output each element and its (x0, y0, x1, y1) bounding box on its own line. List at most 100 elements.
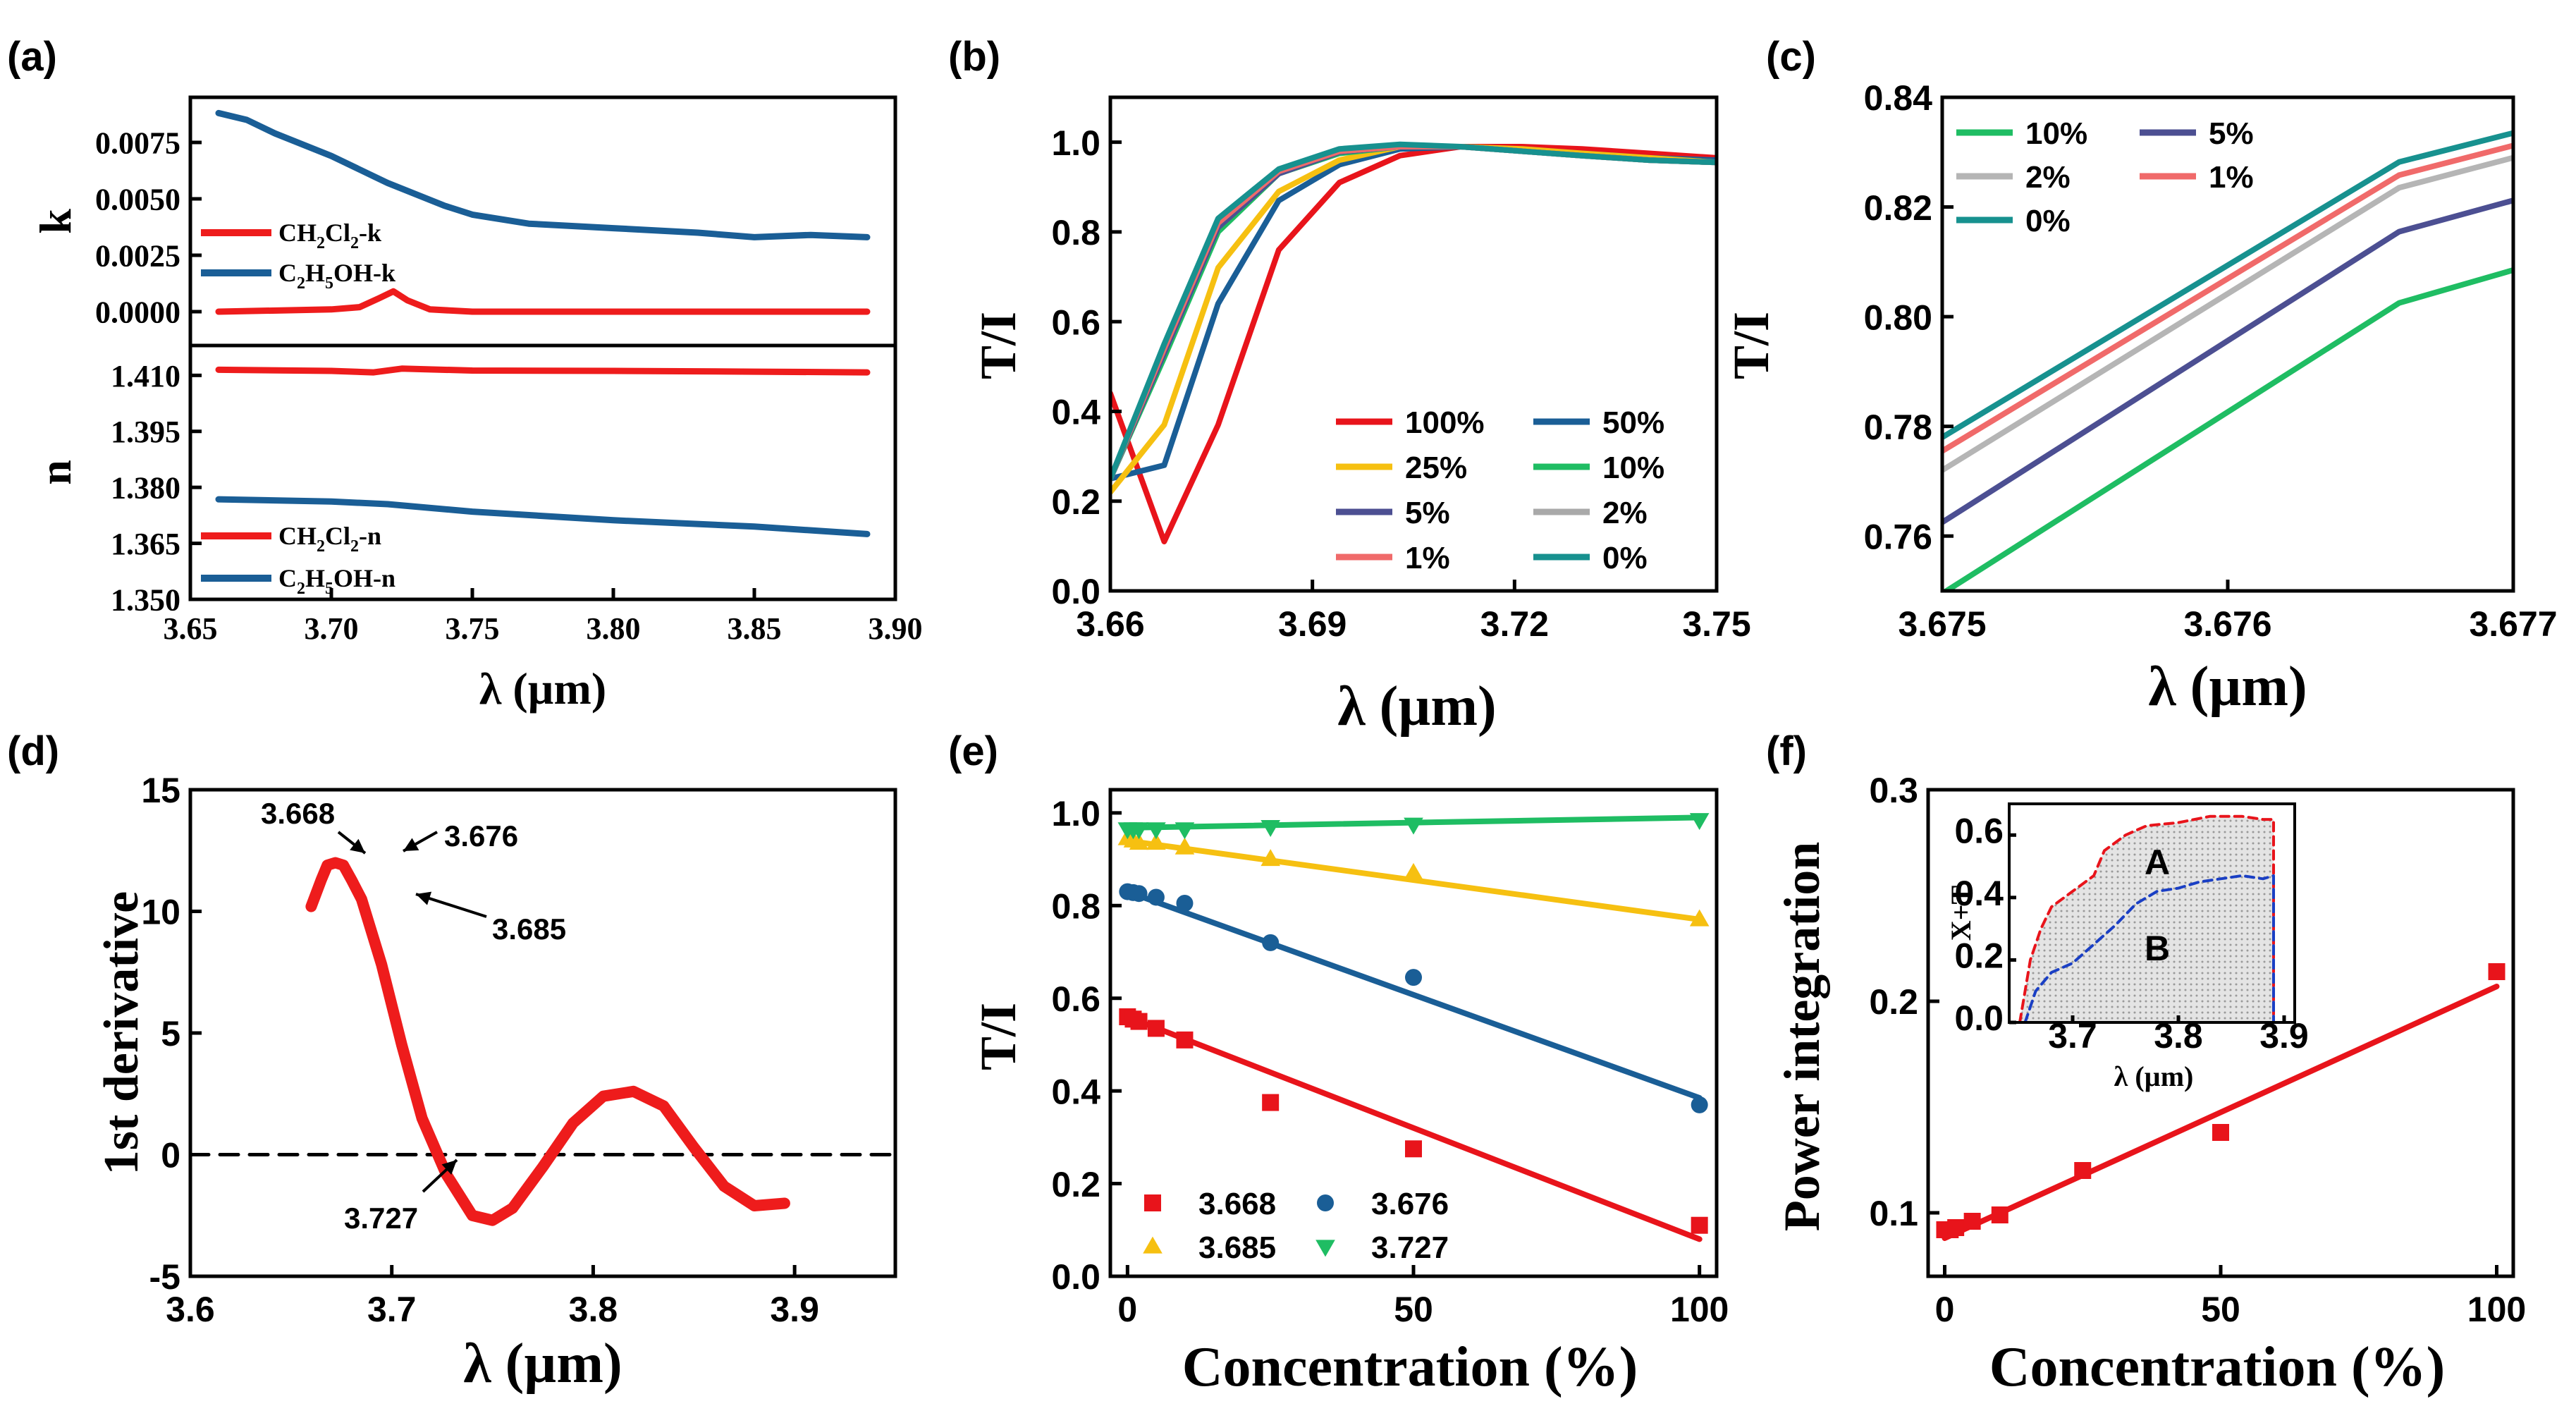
c-series-0pct (1942, 130, 2513, 441)
a-bottom-series-C2H5OH-n (215, 496, 871, 537)
e-ytick-label: 1.0 (1051, 794, 1100, 833)
legend-text-part: 2 (297, 274, 305, 293)
legend-text-part: 2 (350, 537, 359, 556)
a-top-legend-label: CH2Cl2-k (278, 219, 381, 252)
e-legend-label: 3.676 (1371, 1187, 1449, 1221)
d-annotation-3668: 3.668 (261, 797, 335, 830)
e-point-3.668 (1130, 1013, 1148, 1030)
c-ytick-label: 0.78 (1864, 408, 1932, 447)
d-series-derivative (305, 857, 790, 1226)
inset-xtick-label: 3.7 (2048, 1016, 2097, 1056)
b-xlabel: λ (µm) (1337, 676, 1496, 738)
f-point (1991, 1206, 2008, 1223)
f-point (1963, 1213, 1981, 1230)
a-bottom-ytick-label: 1.365 (111, 527, 180, 561)
e-point-3.676 (1262, 934, 1280, 951)
e-legend-marker (1144, 1194, 1161, 1211)
panel-e: 0 50 100 0.0 0.2 0.4 0.6 0.8 1.0 T/I Concentration… (970, 788, 1729, 1398)
legend-text-part: H (305, 564, 325, 592)
panel-b: 3.66 3.69 3.72 3.75 0.0 0.2 0.4 0.6 0.8 1.0 T/I λ (… (970, 95, 1751, 738)
d-annotation-arrowhead (416, 891, 432, 905)
inset-ytick-label: 0.4 (1954, 874, 2004, 913)
a-top-ylabel: k (30, 209, 80, 234)
b-ytick-label: 0.0 (1051, 572, 1100, 611)
e-xtick-label: 50 (1394, 1290, 1433, 1329)
panel-f-label: (f) (1766, 728, 1807, 774)
c-ytick-label: 0.76 (1864, 517, 1932, 556)
d-annotation-3727: 3.727 (344, 1202, 418, 1235)
b-xtick-label: 3.69 (1278, 604, 1347, 644)
panel-e-label: (e) (948, 728, 998, 774)
f-point (2212, 1124, 2229, 1141)
c-ylabel: T/I (1723, 312, 1779, 379)
f-point (2074, 1162, 2092, 1179)
panel-a-label: (a) (7, 34, 57, 80)
legend-text-part: 2 (317, 537, 325, 556)
c-legend-label: 2% (2025, 160, 2071, 195)
c-ytick-label: 0.80 (1864, 298, 1932, 337)
inset-xtick-label: 3.9 (2259, 1016, 2309, 1056)
inset-label-B: B (2145, 929, 2170, 968)
legend-text-part: 2 (350, 234, 359, 252)
f-ytick-label: 0.3 (1869, 771, 1918, 810)
e-ytick-label: 0.4 (1051, 1072, 1100, 1111)
d-xtick-label: 3.9 (770, 1290, 819, 1329)
e-xtick-label: 100 (1670, 1290, 1729, 1329)
e-xlabel: Concentration (%) (1182, 1336, 1638, 1398)
e-legend-label: 3.685 (1198, 1230, 1276, 1265)
e-point-3.668 (1176, 1031, 1194, 1049)
e-point-3.727 (1404, 817, 1423, 835)
b-legend-label: 1% (1405, 541, 1450, 575)
d-annotation-arrowhead (403, 838, 419, 851)
a-top-ytick-label: 0.0025 (95, 238, 180, 273)
c-legend-label: 5% (2209, 116, 2254, 151)
e-ytick-label: 0.6 (1051, 979, 1100, 1019)
b-legend-label: 5% (1405, 496, 1450, 530)
inset-label-A: A (2145, 843, 2170, 882)
legend-text-part: Cl (325, 219, 350, 247)
f-xtick-label: 0 (1935, 1290, 1955, 1329)
panel-c: 3.675 3.676 3.677 0.76 0.78 0.80 0.82 0.84 T/I λ … (1723, 78, 2558, 718)
inset-ylabel: X+T (1945, 886, 1977, 941)
legend-text-part: 5 (325, 274, 333, 293)
panel-b-label: (b) (948, 34, 1000, 80)
c-series-5pct (1942, 197, 2513, 525)
inset-series-B (2023, 874, 2275, 1024)
legend-text-part: H (305, 259, 325, 287)
e-legend-marker (1317, 1194, 1334, 1211)
e-fit-3.668 (1124, 1014, 1703, 1242)
a-bottom-ylabel: n (30, 460, 80, 485)
c-legend-label: 0% (2025, 204, 2071, 238)
e-point-3.727 (1174, 822, 1195, 840)
panel-d: 3.6 3.7 3.8 3.9 -5 0 5 10 15 1st derivative λ (µm)… (94, 771, 897, 1395)
e-fit-3.676 (1124, 888, 1703, 1101)
c-series-1pct (1942, 142, 2513, 454)
a-top-ytick-label: 0.0000 (95, 295, 180, 329)
e-ylabel: T/I (970, 1003, 1026, 1070)
e-ytick-label: 0.2 (1051, 1165, 1100, 1204)
e-xtick-label: 0 (1117, 1290, 1137, 1329)
f-ylabel: Power integration (1774, 842, 1830, 1232)
c-xtick-label: 3.675 (1898, 604, 1986, 644)
d-annotation-arrowhead (350, 838, 365, 853)
a-bottom-ytick-label: 1.350 (111, 582, 180, 617)
b-ytick-label: 0.4 (1051, 393, 1100, 432)
a-bottom-ytick-label: 1.410 (111, 359, 180, 393)
inset-xlabel: λ (µm) (2114, 1061, 2194, 1092)
d-annotation-3685: 3.685 (492, 912, 566, 946)
b-ytick-label: 1.0 (1051, 123, 1100, 163)
legend-text-part: OH-k (333, 259, 395, 287)
b-xtick-label: 3.66 (1076, 604, 1144, 644)
legend-text-part: C (278, 259, 297, 287)
d-ytick-label: 5 (161, 1014, 180, 1053)
a-bottom-series-CH2Cl2-n (215, 365, 871, 376)
b-ytick-label: 0.8 (1051, 213, 1100, 252)
e-point-3.676 (1691, 1096, 1708, 1113)
inset-frame (2008, 802, 2296, 1024)
d-annotation-arrowhead (441, 1160, 457, 1175)
a-top-legend-label: C2H5OH-k (278, 259, 395, 293)
e-point-3.685 (1174, 837, 1195, 855)
a-top-ytick-label: 0.0075 (95, 126, 180, 160)
legend-text-part: CH (278, 219, 317, 247)
